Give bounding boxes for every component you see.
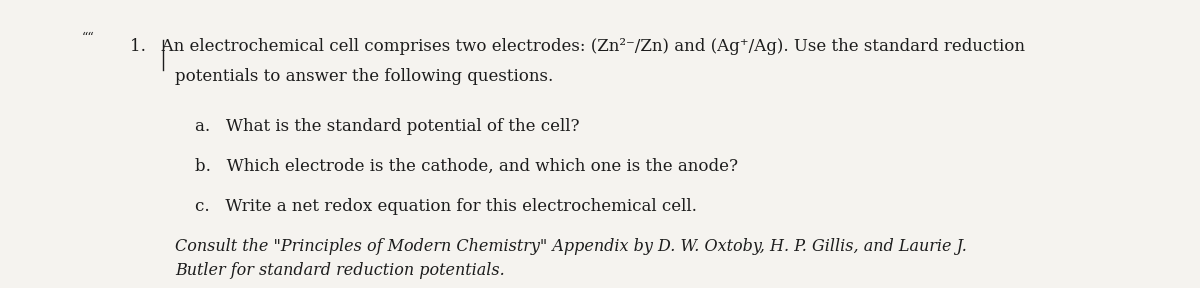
Text: potentials to answer the following questions.: potentials to answer the following quest… xyxy=(175,68,553,85)
Text: b.   Which electrode is the cathode, and which one is the anode?: b. Which electrode is the cathode, and w… xyxy=(194,158,738,175)
Text: ““: ““ xyxy=(82,32,95,45)
Text: 1.   An electrochemical cell comprises two electrodes: (Zn²⁻/Zn) and (Ag⁺/Ag). U: 1. An electrochemical cell comprises two… xyxy=(130,38,1025,55)
Text: c.   Write a net redox equation for this electrochemical cell.: c. Write a net redox equation for this e… xyxy=(194,198,697,215)
Text: Butler for standard reduction potentials.: Butler for standard reduction potentials… xyxy=(175,262,505,279)
Text: Consult the "Principles of Modern Chemistry" Appendix by D. W. Oxtoby, H. P. Gil: Consult the "Principles of Modern Chemis… xyxy=(175,238,967,255)
Text: a.   What is the standard potential of the cell?: a. What is the standard potential of the… xyxy=(194,118,580,135)
